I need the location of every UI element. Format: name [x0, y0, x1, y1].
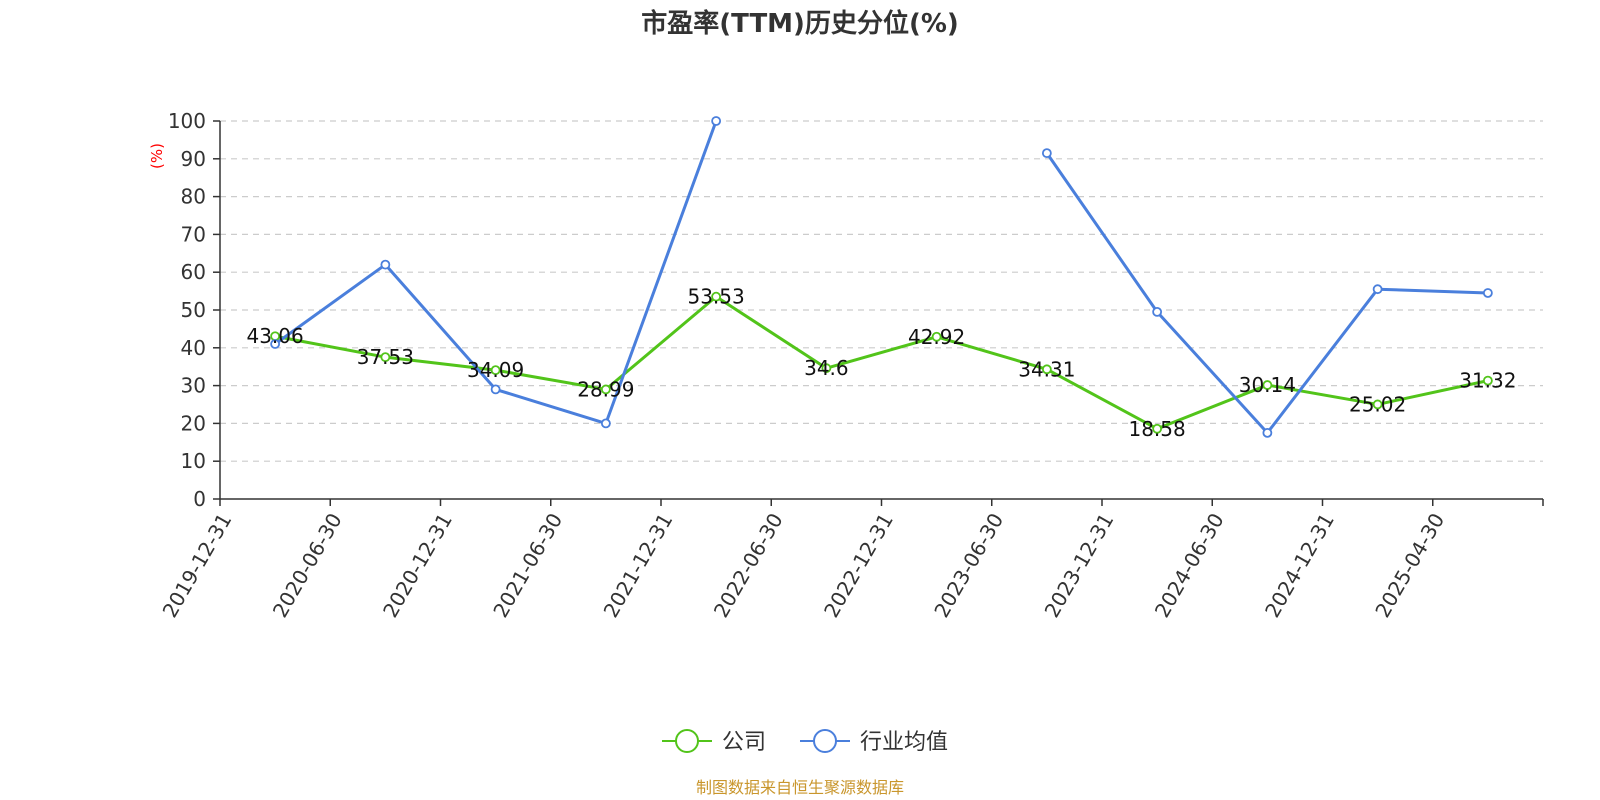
y-tick-label: 90: [181, 147, 206, 171]
data-label: 25.02: [1349, 392, 1406, 416]
y-tick-label: 80: [181, 185, 206, 209]
data-point-series-1: [270, 339, 281, 349]
x-tick-label: 2022-06-30: [709, 509, 788, 622]
x-tick-label: 2020-12-31: [378, 509, 457, 622]
x-tick-label: 2021-12-31: [598, 509, 677, 622]
data-label: 43.06: [246, 324, 303, 348]
legend-label: 公司: [722, 730, 766, 755]
legend-marker: [813, 729, 837, 753]
data-label: 53.53: [687, 285, 744, 309]
y-tick-label: 50: [181, 298, 206, 322]
data-label: 34.31: [1018, 357, 1075, 381]
x-tick-label: 2019-12-31: [157, 509, 236, 622]
data-label: 42.92: [908, 325, 965, 349]
data-point-series-1: [711, 116, 722, 126]
data-label: 31.32: [1459, 369, 1516, 393]
data-point-series-1: [1041, 148, 1052, 159]
y-tick-label: 100: [168, 109, 206, 133]
grid-lines: [220, 120, 1543, 462]
y-tick-label: 0: [193, 487, 206, 511]
data-label: 34.09: [467, 358, 524, 382]
x-tick-label: 2025-04-30: [1370, 509, 1449, 622]
data-point-series-1: [380, 259, 391, 270]
legend-marker: [675, 729, 699, 753]
x-tick-label: 2024-12-31: [1260, 509, 1339, 622]
data-point-series-0: [380, 352, 391, 363]
data-point-series-1: [1482, 288, 1493, 298]
data-point-series-1: [1262, 427, 1273, 438]
x-tick-label: 2023-12-31: [1039, 509, 1118, 622]
data-point-series-0: [931, 331, 942, 342]
legend-item-1[interactable]: 行业均值: [800, 729, 948, 755]
x-tick-label: 2022-12-31: [819, 509, 898, 622]
data-label: 37.53: [357, 345, 414, 369]
data-point-series-0: [1041, 364, 1052, 375]
data-label: 34.6: [804, 356, 849, 380]
x-tick-label: 2020-06-30: [268, 509, 347, 622]
source-note: 制图数据来自恒生聚源数据库: [696, 778, 904, 797]
data-point-series-1: [490, 384, 501, 395]
y-tick-label: 60: [181, 260, 206, 284]
series-line-0: [274, 295, 1489, 431]
data-point-series-0: [1152, 423, 1163, 434]
data-point-series-1: [1372, 284, 1383, 295]
legend-label: 行业均值: [860, 730, 948, 755]
y-tick-label: 40: [181, 336, 206, 360]
legend[interactable]: 公司 行业均值: [662, 729, 948, 755]
data-point-series-1: [600, 418, 611, 429]
data-point-series-0: [600, 384, 611, 395]
legend-item-0[interactable]: 公司: [662, 729, 766, 755]
data-point-series-0: [711, 291, 722, 302]
data-label: 28.99: [577, 377, 634, 401]
data-label: 18.58: [1128, 417, 1185, 441]
data-point-series-0: [490, 365, 501, 376]
x-tick-label: 2023-06-30: [929, 509, 1008, 622]
chart-title: 市盈率(TTM)历史分位(%): [641, 8, 959, 39]
series-points: [270, 116, 1493, 438]
data-labels: 43.06 37.53 34.09 28.99 53.53 34.6 42.92 34.31 1…: [246, 285, 1516, 441]
data-point-series-1: [1152, 306, 1163, 317]
data-point-series-0: [1372, 399, 1383, 410]
y-tick-label: 10: [181, 449, 206, 473]
data-label: 30.14: [1239, 373, 1296, 397]
x-tick-label: 2024-06-30: [1150, 509, 1229, 622]
data-point-series-0: [821, 363, 832, 374]
x-tick-label: 2021-06-30: [488, 509, 567, 622]
y-tick-label: 20: [181, 411, 206, 435]
y-tick-label: 30: [181, 374, 206, 398]
data-point-series-0: [1482, 375, 1493, 386]
data-point-series-0: [1262, 380, 1273, 390]
y-axis-unit-label: (%): [148, 143, 166, 169]
y-tick-label: 70: [181, 222, 206, 246]
